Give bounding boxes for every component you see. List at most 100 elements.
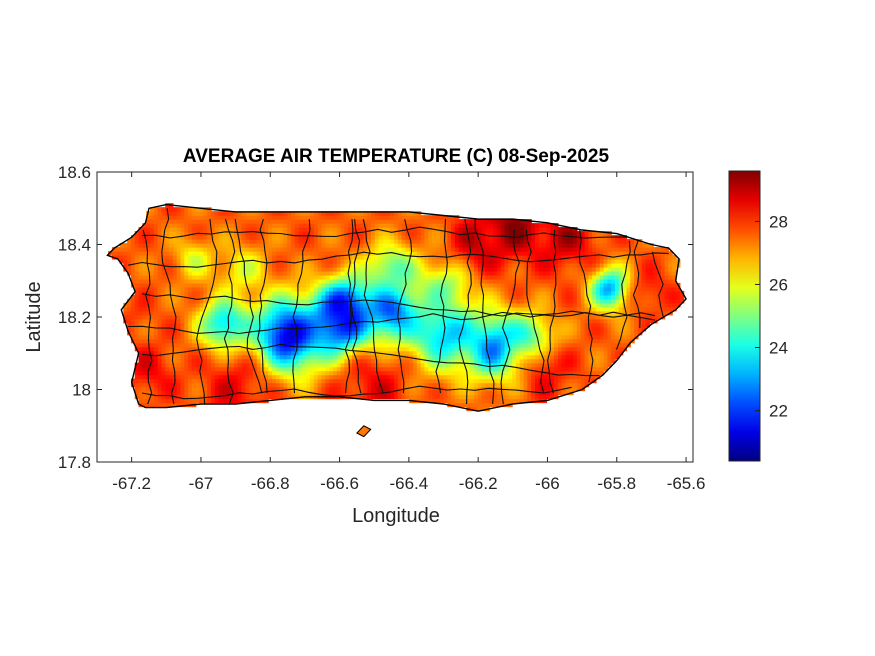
heat-cell [519, 334, 525, 340]
heat-cell [313, 290, 319, 296]
heat-cell [211, 302, 216, 308]
heat-cell [138, 386, 143, 392]
heat-cell [283, 298, 288, 304]
heat-cell [298, 306, 304, 312]
heat-cell [329, 334, 334, 340]
heat-cell [271, 247, 277, 252]
heat-cell [367, 358, 372, 364]
heat-cell [439, 235, 445, 240]
heat-cell [439, 398, 445, 404]
heat-cell [393, 326, 399, 332]
heat-cell [180, 239, 185, 244]
heat-cell [207, 334, 212, 340]
heat-cell [416, 255, 422, 260]
heat-cell [454, 374, 460, 380]
heat-cell [188, 255, 193, 260]
heat-cell [439, 219, 445, 224]
heat-cell [527, 310, 532, 316]
heat-cell [195, 386, 201, 392]
heat-cell [466, 402, 471, 408]
heat-cell [397, 390, 403, 396]
heat-cell [416, 354, 422, 360]
heat-cell [393, 286, 399, 292]
heat-cell [462, 342, 467, 348]
heat-cell [268, 310, 273, 316]
heat-cell [340, 274, 346, 280]
heat-cell [245, 282, 250, 288]
heat-cell [275, 251, 281, 256]
heat-cell [130, 243, 136, 248]
heat-cell [321, 382, 326, 388]
heat-cell [344, 366, 349, 372]
heat-cell [218, 370, 224, 376]
heat-cell [176, 374, 182, 380]
heat-cell [214, 334, 220, 340]
heat-cell [496, 266, 502, 272]
heat-cell [432, 330, 437, 336]
heat-cell [287, 326, 292, 332]
heat-cell [523, 370, 528, 376]
heat-cell [241, 255, 246, 260]
heat-cell [245, 306, 250, 312]
heat-cell [130, 259, 136, 264]
heat-cell [184, 262, 189, 268]
heat-cell [352, 227, 357, 232]
heat-cell [298, 270, 304, 276]
heat-cell [496, 394, 502, 400]
heat-cell [157, 215, 163, 220]
heat-cell [249, 390, 254, 396]
heat-cell [397, 394, 403, 400]
heat-cell [153, 227, 159, 232]
heat-cell [180, 274, 185, 280]
heat-cell [313, 243, 319, 248]
heat-cell [161, 302, 166, 308]
heat-cell [454, 358, 460, 364]
heat-cell [184, 370, 189, 376]
heat-cell [500, 227, 506, 232]
heat-cell [195, 346, 201, 352]
heat-cell [409, 215, 414, 220]
heat-cell [454, 270, 460, 276]
heat-cell [310, 223, 315, 228]
heat-cell [447, 390, 452, 396]
heat-cell [428, 330, 433, 336]
heat-cell [515, 342, 521, 348]
heat-cell [359, 298, 365, 304]
heat-cell [374, 390, 380, 396]
heat-cell [134, 362, 140, 368]
heat-cell [367, 290, 372, 296]
heat-cell [493, 402, 498, 408]
heat-cell [203, 374, 208, 380]
heat-cell [157, 211, 163, 216]
heat-cell [134, 298, 140, 304]
heat-cell [214, 282, 220, 288]
heat-cell [397, 255, 403, 260]
heat-cell [462, 247, 467, 252]
heat-cell [348, 286, 353, 292]
heat-cell [298, 374, 304, 380]
heat-cell [176, 334, 182, 340]
heat-cell [523, 382, 528, 388]
heat-cell [367, 231, 372, 236]
heat-cell [409, 231, 414, 236]
heat-cell [485, 255, 490, 260]
heat-cell [188, 286, 193, 292]
heat-cell [386, 243, 391, 248]
heat-cell [477, 378, 483, 384]
heat-cell [454, 282, 460, 288]
heat-cell [260, 247, 265, 252]
heat-cell [214, 342, 220, 348]
heat-cell [382, 374, 387, 380]
heat-cell [237, 358, 243, 364]
heat-cell [287, 322, 292, 328]
heat-cell [432, 334, 437, 340]
heat-cell [363, 215, 368, 220]
heat-cell [390, 370, 395, 376]
heat-cell [245, 223, 250, 228]
heat-cell [321, 231, 326, 236]
heat-cell [454, 350, 460, 356]
heat-cell [374, 374, 380, 380]
heat-cell [348, 314, 353, 320]
heat-cell [382, 310, 387, 316]
heat-cell [512, 342, 517, 348]
